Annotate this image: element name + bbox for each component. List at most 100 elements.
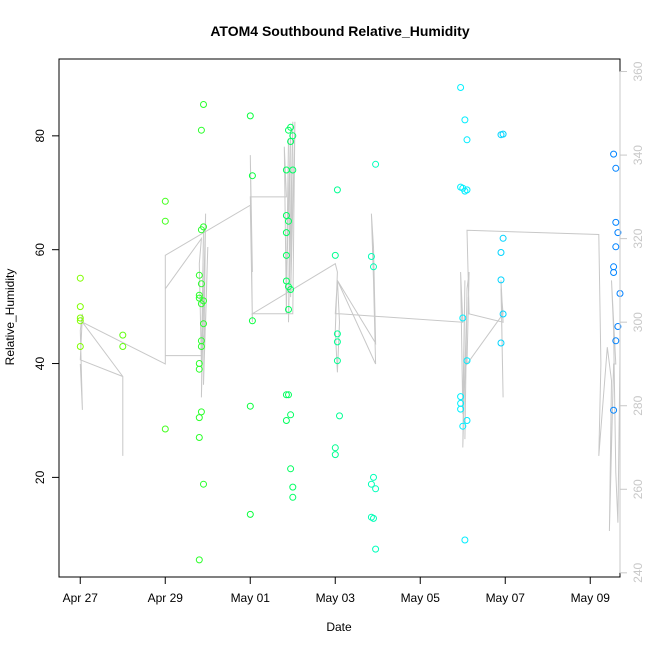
y-tick-label: 40 (33, 357, 47, 371)
data-point (372, 160, 380, 168)
data-point (333, 338, 341, 346)
data-point (200, 480, 207, 488)
data-point (200, 223, 207, 231)
data-point (195, 434, 203, 441)
y-axis-label: Relative_Humidity (3, 269, 17, 366)
data-point (610, 150, 618, 158)
data-point (287, 411, 295, 419)
data-point (612, 164, 620, 172)
data-point (459, 422, 467, 430)
data-point (287, 465, 295, 473)
x-axis-label: Date (326, 620, 352, 634)
data-point (197, 280, 205, 288)
data-point (336, 412, 343, 420)
data-point (612, 337, 620, 345)
data-point (463, 136, 471, 144)
y-tick-label: 60 (33, 243, 47, 257)
data-point (497, 249, 505, 256)
data-point (197, 126, 205, 134)
data-point (289, 166, 297, 174)
data-point (499, 130, 507, 138)
data-point (195, 365, 203, 373)
data-point (282, 251, 290, 259)
data-point (285, 306, 292, 313)
data-point (612, 218, 620, 226)
y-axis: 20 40 60 80 (33, 129, 60, 484)
data-point (459, 314, 467, 322)
y-tick-label: 80 (33, 129, 47, 143)
data-point (195, 556, 203, 564)
data-point (76, 343, 84, 350)
data-point (285, 391, 292, 399)
data-point (370, 473, 377, 481)
data-point (331, 444, 339, 452)
data-point (370, 263, 377, 271)
data-point (372, 545, 380, 553)
x-tick-label: Apr 29 (148, 591, 184, 605)
right-tick-label: 240 (631, 562, 645, 582)
x-tick-label: Apr 27 (63, 591, 99, 605)
data-point (282, 391, 290, 399)
data-point (195, 271, 203, 279)
data-point (289, 132, 297, 140)
x-tick-label: May 01 (231, 591, 271, 605)
x-axis: Apr 27 Apr 29 May 01 May 03 May 05 May 07 May … (63, 576, 611, 605)
y-tick-label: 20 (33, 470, 47, 484)
data-point (461, 536, 469, 544)
data-point (289, 483, 297, 491)
chart-title: ATOM4 Southbound Relative_Humidity (210, 23, 469, 39)
data-point (370, 514, 377, 522)
data-point (333, 186, 341, 194)
data-point (372, 485, 380, 493)
data-point (76, 303, 84, 311)
data-point (614, 323, 622, 330)
data-point (333, 330, 341, 338)
right-tick-label: 260 (631, 479, 645, 499)
data-point (463, 186, 471, 194)
data-point (282, 417, 290, 424)
data-point (119, 331, 127, 339)
secondary-series-line (79, 121, 621, 532)
data-point (282, 229, 290, 237)
data-point (610, 263, 618, 271)
data-point (331, 251, 339, 259)
data-point (612, 243, 620, 251)
right-tick-label: 340 (631, 145, 645, 165)
data-point (289, 493, 297, 501)
data-point (463, 417, 471, 424)
right-tick-label: 280 (631, 395, 645, 415)
data-point (195, 414, 203, 422)
data-point (457, 393, 465, 401)
x-tick-label: May 05 (401, 591, 441, 605)
scatter-points (76, 84, 624, 564)
data-point (161, 197, 169, 205)
data-point (248, 172, 256, 180)
data-point (287, 286, 295, 293)
data-point (457, 84, 465, 91)
secondary-series-trace (79, 121, 621, 532)
data-point (497, 276, 505, 284)
x-tick-label: May 09 (571, 591, 611, 605)
data-point (367, 480, 375, 488)
x-tick-label: May 07 (486, 591, 526, 605)
x-tick-label: May 03 (316, 591, 356, 605)
data-point (200, 101, 207, 108)
data-point (331, 451, 339, 459)
data-point (499, 310, 507, 318)
data-point (76, 317, 84, 325)
right-tick-label: 360 (631, 61, 645, 81)
data-point (197, 343, 205, 350)
data-point (197, 408, 205, 416)
data-point (457, 405, 465, 413)
data-point (463, 357, 471, 365)
right-y-axis: 240 260 280 300 320 340 360 (619, 61, 645, 583)
data-point (610, 269, 618, 276)
data-point (76, 274, 84, 282)
data-point (285, 217, 292, 225)
data-point (119, 343, 127, 350)
right-tick-label: 320 (631, 228, 645, 248)
data-point (200, 297, 207, 305)
data-point (76, 314, 84, 322)
data-point (497, 339, 505, 347)
